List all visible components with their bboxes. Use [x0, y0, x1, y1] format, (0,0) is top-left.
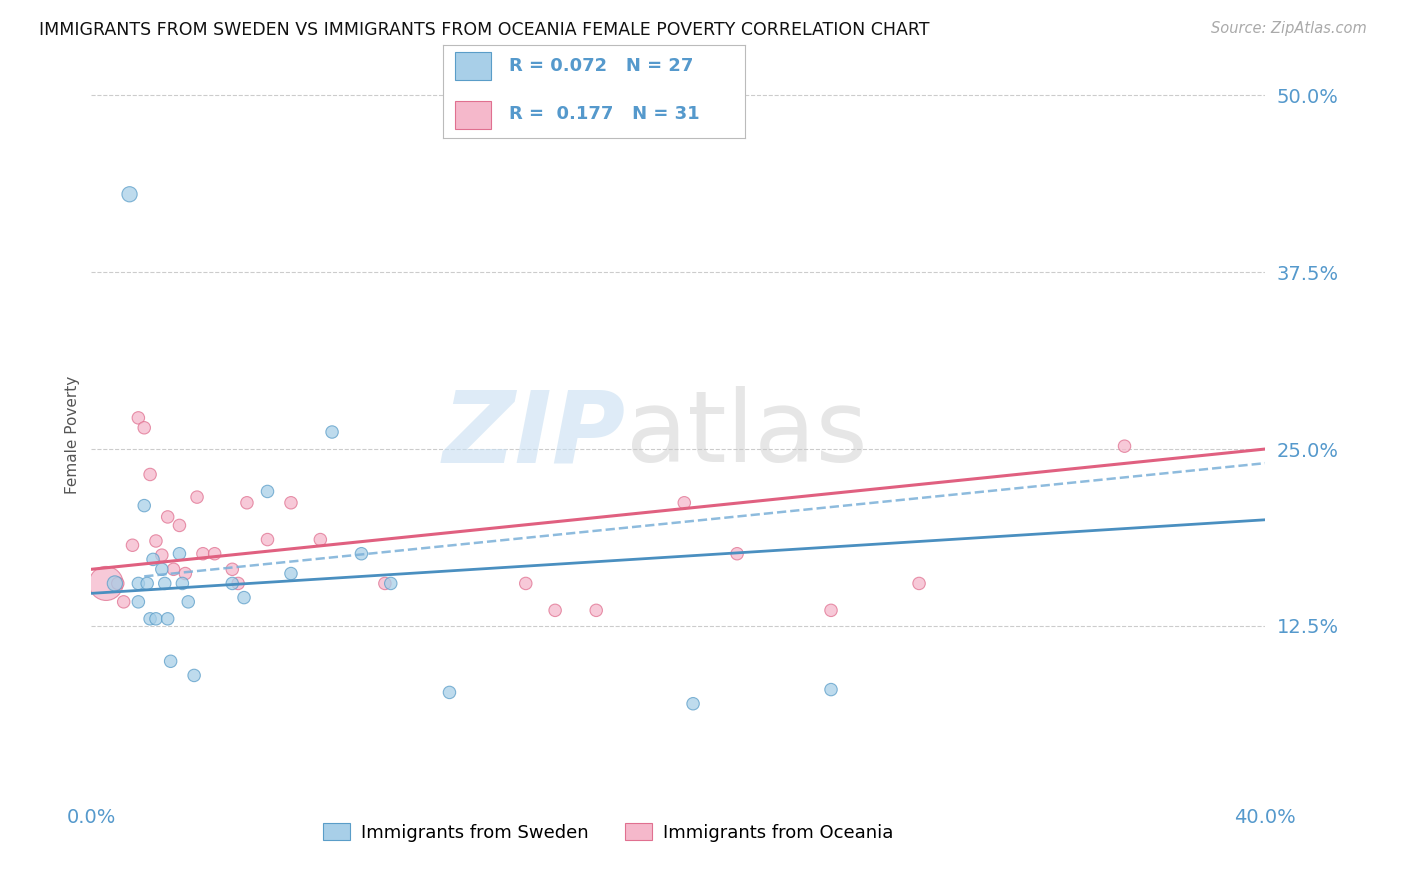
Point	[156, 510, 179, 524]
Point	[104, 576, 127, 591]
Point	[172, 576, 194, 591]
Point	[186, 490, 208, 504]
Point	[221, 576, 243, 591]
Point	[127, 410, 149, 425]
Point	[350, 547, 373, 561]
Point	[139, 467, 162, 482]
Point	[112, 595, 135, 609]
Point	[153, 576, 176, 591]
Point	[374, 576, 396, 591]
Point	[725, 547, 748, 561]
Point	[127, 576, 149, 591]
Point	[204, 547, 226, 561]
Point	[142, 552, 165, 566]
Point	[145, 612, 167, 626]
Y-axis label: Female Poverty: Female Poverty	[65, 376, 80, 494]
Point	[280, 566, 302, 581]
Point	[94, 576, 117, 591]
Point	[191, 547, 214, 561]
Point	[159, 654, 181, 668]
Point	[544, 603, 567, 617]
Point	[107, 576, 129, 591]
Point	[169, 518, 191, 533]
Text: ZIP: ZIP	[443, 386, 626, 483]
Point	[439, 685, 461, 699]
FancyBboxPatch shape	[456, 52, 491, 80]
Point	[221, 562, 243, 576]
Point	[673, 496, 696, 510]
Legend: Immigrants from Sweden, Immigrants from Oceania: Immigrants from Sweden, Immigrants from …	[316, 816, 900, 849]
Point	[169, 547, 191, 561]
Point	[515, 576, 537, 591]
Point	[256, 484, 278, 499]
Point	[121, 538, 143, 552]
Point	[127, 595, 149, 609]
Point	[136, 576, 159, 591]
Point	[134, 499, 156, 513]
Point	[134, 421, 156, 435]
Point	[174, 566, 197, 581]
FancyBboxPatch shape	[456, 101, 491, 129]
Point	[820, 603, 842, 617]
Text: R =  0.177   N = 31: R = 0.177 N = 31	[509, 105, 700, 123]
Point	[309, 533, 332, 547]
Point	[118, 187, 141, 202]
Point	[226, 576, 249, 591]
Text: atlas: atlas	[626, 386, 868, 483]
Point	[908, 576, 931, 591]
Point	[150, 562, 173, 576]
Point	[183, 668, 205, 682]
Point	[156, 612, 179, 626]
Point	[280, 496, 302, 510]
Point	[1114, 439, 1136, 453]
Point	[236, 496, 259, 510]
Point	[139, 612, 162, 626]
Point	[177, 595, 200, 609]
Point	[150, 548, 173, 562]
Text: R = 0.072   N = 27: R = 0.072 N = 27	[509, 57, 693, 75]
Point	[145, 533, 167, 548]
Text: IMMIGRANTS FROM SWEDEN VS IMMIGRANTS FROM OCEANIA FEMALE POVERTY CORRELATION CHA: IMMIGRANTS FROM SWEDEN VS IMMIGRANTS FRO…	[39, 21, 929, 39]
Point	[233, 591, 256, 605]
Text: Source: ZipAtlas.com: Source: ZipAtlas.com	[1211, 21, 1367, 37]
Point	[162, 562, 184, 576]
Point	[321, 425, 343, 439]
Point	[256, 533, 278, 547]
Point	[820, 682, 842, 697]
Point	[585, 603, 607, 617]
Point	[380, 576, 402, 591]
Point	[682, 697, 704, 711]
